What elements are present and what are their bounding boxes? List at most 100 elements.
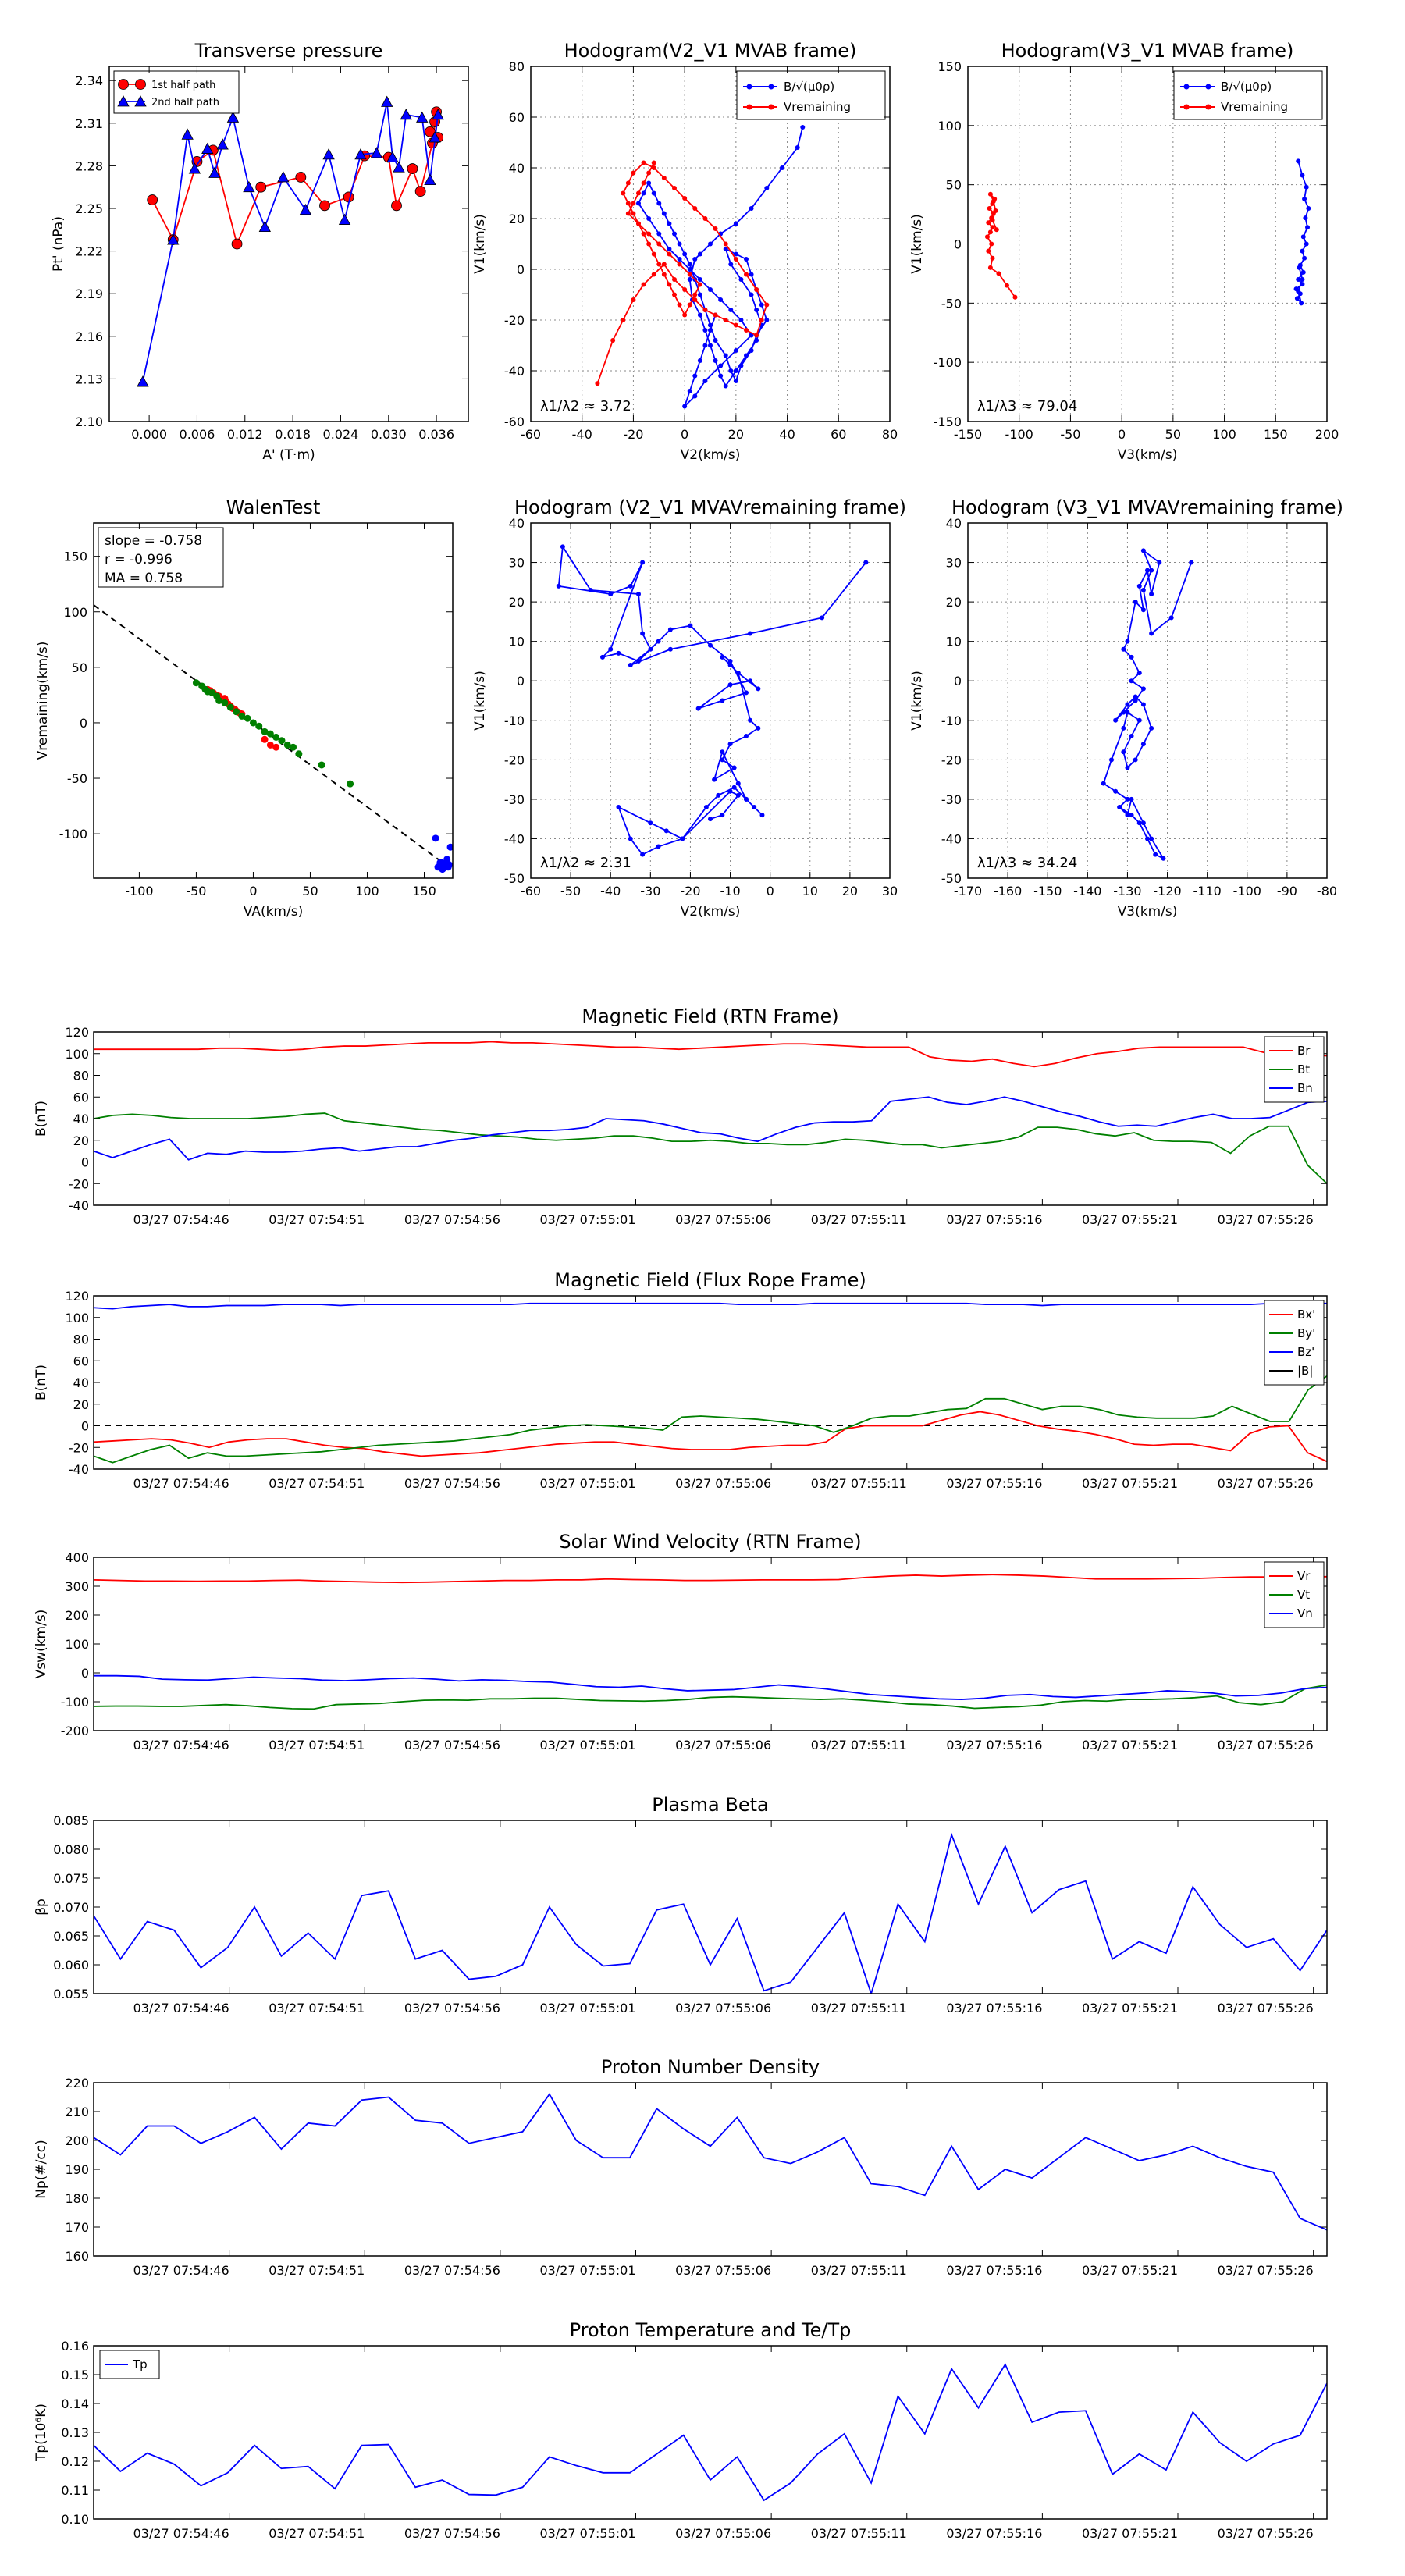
y-tick-label: -40 bbox=[69, 1198, 89, 1213]
data-point bbox=[338, 213, 351, 225]
data-point bbox=[1004, 283, 1009, 288]
data-point bbox=[416, 111, 429, 123]
data-point bbox=[621, 190, 626, 196]
y-tick-label: 0 bbox=[81, 1419, 89, 1434]
series-line-br bbox=[94, 1041, 1327, 1068]
legend-marker bbox=[118, 79, 129, 90]
x-axis-label: VA(km/s) bbox=[244, 904, 303, 920]
data-point bbox=[641, 160, 646, 165]
y-tick-label: 0.055 bbox=[53, 1987, 89, 2001]
data-point bbox=[697, 358, 702, 363]
y-tick-label: 200 bbox=[65, 2133, 89, 2148]
data-point bbox=[1136, 820, 1142, 826]
y-tick-label: 120 bbox=[65, 1025, 89, 1040]
data-point bbox=[735, 781, 741, 786]
legend-marker bbox=[1183, 84, 1190, 90]
data-point bbox=[636, 658, 641, 664]
data-point bbox=[987, 265, 993, 270]
data-point bbox=[215, 697, 223, 704]
x-tick-label: 03/27 07:55:16 bbox=[946, 1212, 1042, 1227]
x-tick-label: 0 bbox=[681, 427, 688, 442]
chart-proton-density: 160 170 180 190 200 210 220 03/27 07:54:46 03/27… bbox=[34, 2056, 1328, 2278]
data-point bbox=[631, 201, 636, 206]
plot-frame bbox=[108, 66, 469, 422]
data-point bbox=[616, 650, 621, 656]
y-tick-label: 150 bbox=[937, 59, 962, 74]
y-tick-label: 120 bbox=[65, 1289, 89, 1304]
y-axis-label: V1(km/s) bbox=[472, 671, 488, 731]
x-tick-label: 150 bbox=[1264, 427, 1288, 442]
x-tick-label: 03/27 07:55:01 bbox=[539, 1738, 635, 1752]
y-tick-label: -40 bbox=[504, 831, 525, 846]
plot-area bbox=[968, 523, 1327, 878]
data-point bbox=[682, 404, 688, 409]
plot-content bbox=[94, 604, 453, 873]
data-point bbox=[759, 302, 764, 308]
data-point bbox=[1299, 301, 1304, 306]
data-point bbox=[987, 229, 993, 235]
y-tick-label: 20 bbox=[73, 1397, 89, 1412]
data-point bbox=[718, 373, 724, 379]
data-point bbox=[680, 836, 685, 841]
data-point bbox=[1153, 852, 1158, 857]
legend-label: B/√(μ0ρ) bbox=[1221, 80, 1272, 94]
data-point bbox=[277, 171, 290, 183]
x-tick-label: 03/27 07:55:01 bbox=[539, 2526, 635, 2541]
legend-marker bbox=[768, 104, 774, 110]
y-tick-label: -20 bbox=[69, 1176, 89, 1191]
data-point bbox=[661, 272, 667, 277]
data-point bbox=[687, 389, 692, 393]
data-point bbox=[318, 761, 325, 769]
x-tick-label: 03/27 07:55:11 bbox=[811, 2001, 907, 2016]
data-point bbox=[1149, 631, 1154, 636]
y-tick-label: 0 bbox=[81, 1666, 89, 1681]
data-point bbox=[656, 231, 662, 237]
data-point bbox=[708, 328, 713, 333]
data-point bbox=[208, 166, 221, 178]
x-tick-label: 0.024 bbox=[323, 427, 359, 442]
data-point bbox=[646, 216, 652, 221]
data-point bbox=[295, 750, 303, 758]
data-point bbox=[651, 165, 656, 170]
data-point bbox=[727, 742, 733, 747]
y-tick-label: 20 bbox=[509, 212, 525, 226]
x-tick-label: 03/27 07:54:46 bbox=[133, 2526, 229, 2541]
data-point bbox=[1136, 671, 1142, 676]
chart-title: Plasma Beta bbox=[652, 1794, 768, 1816]
data-point bbox=[1125, 639, 1130, 644]
y-tick-label: 20 bbox=[946, 595, 962, 610]
y-tick-label: -20 bbox=[941, 753, 962, 767]
x-tick-label: -20 bbox=[680, 884, 700, 898]
legend-label: 2nd half path bbox=[151, 97, 219, 109]
legend-marker bbox=[135, 79, 146, 90]
data-point bbox=[1140, 607, 1146, 613]
data-point bbox=[1161, 856, 1166, 861]
chart-title: Magnetic Field (RTN Frame) bbox=[582, 1005, 838, 1027]
data-point bbox=[1300, 173, 1305, 178]
y-tick-label: -20 bbox=[504, 753, 525, 767]
data-point bbox=[1145, 568, 1150, 573]
series-line-bn bbox=[94, 1096, 1327, 1161]
y-tick-label: 100 bbox=[937, 119, 962, 133]
data-point bbox=[595, 381, 600, 386]
data-point bbox=[677, 262, 682, 267]
data-point bbox=[989, 241, 994, 247]
y-tick-label: -60 bbox=[504, 415, 525, 429]
y-tick-label: 2.28 bbox=[75, 158, 103, 173]
data-point bbox=[759, 813, 765, 818]
data-point bbox=[703, 805, 709, 809]
data-point bbox=[1296, 277, 1301, 282]
data-point bbox=[386, 151, 399, 162]
x-tick-label: -150 bbox=[1033, 884, 1062, 898]
data-point bbox=[1140, 820, 1146, 826]
data-point bbox=[748, 631, 753, 636]
y-tick-label: -20 bbox=[69, 1440, 89, 1455]
data-point bbox=[233, 708, 240, 716]
x-tick-label: 03/27 07:55:26 bbox=[1218, 2526, 1314, 2541]
legend-label: Bz' bbox=[1297, 1345, 1314, 1359]
legend-marker bbox=[768, 84, 774, 90]
x-tick-label: 50 bbox=[302, 884, 318, 898]
y-axis-label: Pt' (nPa) bbox=[51, 216, 66, 272]
x-tick-label: 03/27 07:54:51 bbox=[269, 2263, 365, 2278]
plot-content bbox=[1101, 548, 1194, 861]
